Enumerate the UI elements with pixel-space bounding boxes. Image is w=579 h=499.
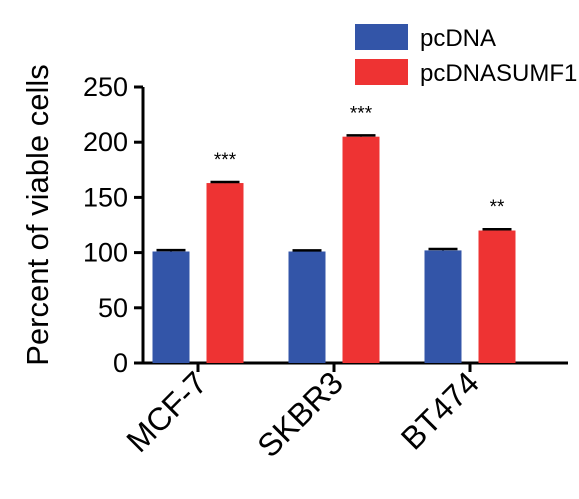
y-tick-label: 150	[83, 182, 128, 212]
bars	[152, 134, 516, 363]
y-tick-label: 250	[83, 72, 128, 102]
y-axis-label: Percent of viable cells	[20, 64, 55, 366]
y-tick-label: 0	[113, 348, 128, 378]
bar-pcdnasumf1-skbr3	[342, 136, 380, 363]
bar-pcdna-mcf-7	[152, 251, 190, 363]
legend-label-pcdna: pcDNA	[420, 25, 496, 52]
significance-label: **	[490, 197, 505, 218]
significance-annotations: ********	[214, 103, 505, 218]
y-tick-label: 50	[98, 293, 128, 323]
legend-swatch-pcdnasumf1	[355, 59, 408, 85]
y-tick-label: 100	[83, 238, 128, 268]
y-axis: 0 50 100 150 200 250	[83, 72, 145, 378]
x-axis: MCF-7 SKBR3 BT474	[119, 361, 568, 464]
y-tick-label: 200	[83, 127, 128, 157]
x-tick-label: MCF-7	[119, 364, 214, 459]
bar-pcdnasumf1-mcf-7	[206, 183, 244, 363]
bar-pcdna-skbr3	[288, 251, 326, 363]
significance-label: ***	[214, 150, 237, 171]
bar-pcdnasumf1-bt474	[478, 230, 516, 363]
bar-pcdna-bt474	[424, 250, 462, 363]
legend: pcDNA pcDNASUMF1	[355, 24, 577, 87]
legend-label-pcdnasumf1: pcDNASUMF1	[420, 60, 577, 87]
legend-swatch-pcdna	[355, 24, 408, 50]
x-tick-label: BT474	[394, 364, 486, 456]
significance-label: ***	[350, 103, 373, 124]
x-tick-label: SKBR3	[250, 364, 350, 464]
